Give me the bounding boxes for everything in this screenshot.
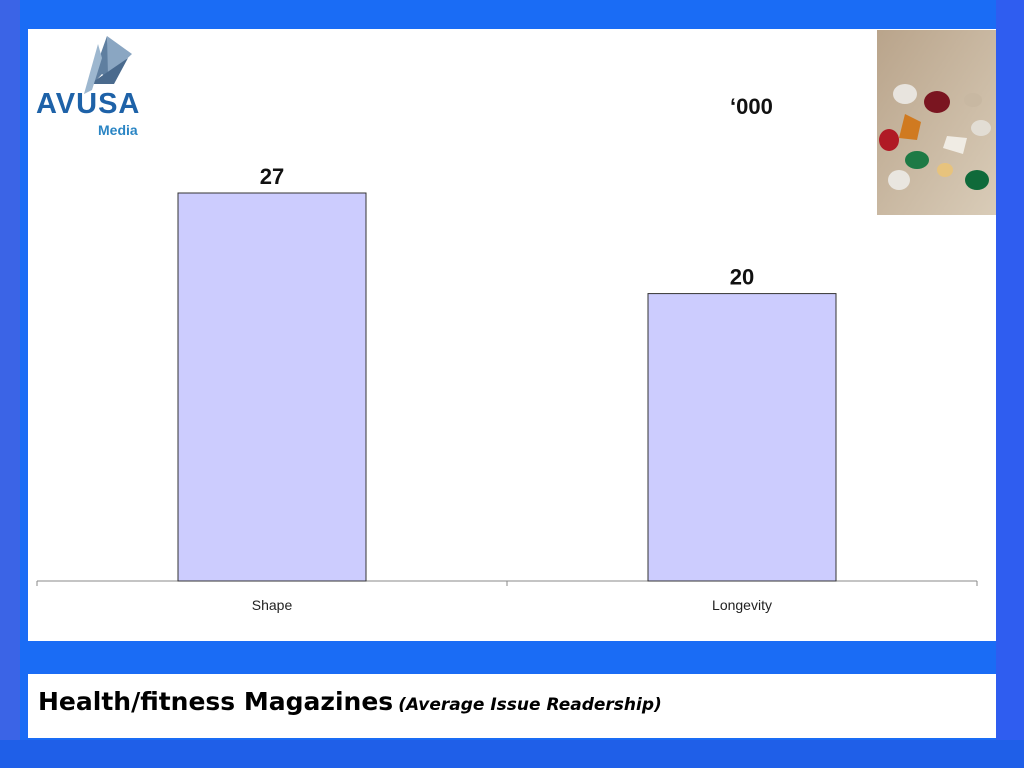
- category-label: Shape: [252, 597, 293, 613]
- gemstones-photo-icon: [877, 30, 996, 215]
- avusa-logo-icon: [84, 36, 132, 94]
- title-band: Health/fitness Magazines (Average Issue …: [28, 674, 996, 738]
- bar-chart: 27 Shape 20 Longevity: [36, 164, 978, 613]
- slide-title: Health/fitness Magazines (Average Issue …: [38, 687, 662, 716]
- title-main: Health/fitness Magazines: [38, 687, 394, 716]
- category-label: Longevity: [712, 597, 772, 613]
- left-border: [0, 0, 20, 768]
- bottom-border: [0, 740, 1024, 768]
- title-subtitle: (Average Issue Readership): [398, 695, 662, 715]
- data-label: 27: [260, 164, 284, 189]
- logo-word: AVUSA: [36, 88, 141, 120]
- unit-label: ‘000: [730, 94, 773, 119]
- bar-shape: [177, 192, 367, 582]
- data-label: 20: [730, 265, 754, 290]
- logo-subtitle: Media: [98, 122, 138, 138]
- bar-longevity: [647, 293, 837, 582]
- right-border: [996, 0, 1024, 768]
